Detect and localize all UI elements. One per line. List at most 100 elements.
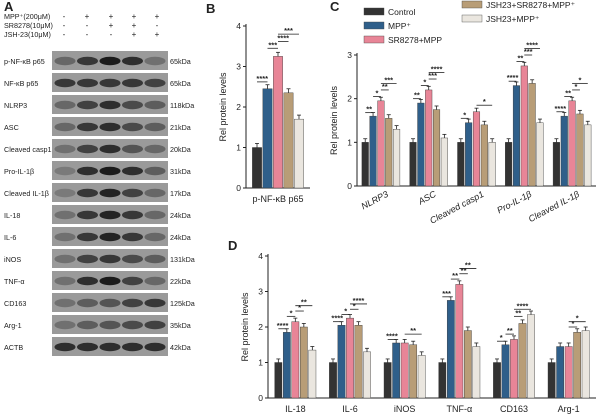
blot-band [54, 232, 76, 242]
treatment-sign: + [109, 21, 114, 30]
blot-band [122, 166, 143, 176]
blot-band [122, 276, 143, 286]
bar [433, 109, 441, 187]
band-label: Arg-1 [4, 321, 22, 330]
blot-band [144, 210, 166, 220]
bar [282, 332, 291, 399]
blot-band [54, 254, 76, 264]
blot-band [122, 188, 143, 198]
legend-swatch [363, 7, 385, 16]
significance-label: ** [414, 91, 420, 100]
x-tick-label: IL-6 [342, 404, 358, 414]
significance-label: **** [331, 314, 343, 323]
treatment-sign: - [63, 30, 66, 39]
bar [329, 362, 337, 399]
blot-band [54, 210, 76, 220]
band-label: IL-18 [4, 211, 20, 220]
panel-label-b: B [206, 1, 215, 16]
bar [361, 142, 369, 187]
significance-label: **** [277, 33, 289, 42]
y-tick-label: 0 [347, 181, 352, 191]
bar [409, 344, 418, 399]
significance-label: * [575, 82, 578, 91]
significance-label: ** [515, 308, 521, 317]
legend-swatch [363, 35, 385, 44]
x-tick-label: Cleaved IL-1β [527, 189, 581, 224]
legend: Control MPP⁺ SR8278+MPP JSH23+SR8278+MPP⁺ JS… [363, 0, 576, 45]
significance-label: ** [366, 105, 372, 114]
band-kda: 131kDa [170, 255, 195, 264]
bar [383, 362, 392, 399]
x-tick-label: Pro-IL-1β [495, 189, 533, 216]
blot-band [144, 166, 166, 176]
bar [488, 142, 496, 187]
treatment-label: JSH-23(10μM) [4, 30, 51, 39]
significance-label: **** [526, 40, 538, 49]
bar [363, 351, 371, 399]
y-tick-label: 1 [258, 358, 263, 368]
significance-label: **** [353, 296, 365, 305]
bar [573, 332, 582, 399]
blot-band [144, 254, 166, 264]
treatment-sign: - [110, 30, 113, 39]
band-kda: 118kDa [170, 101, 194, 110]
blot-band [122, 78, 143, 88]
significance-label: **** [517, 301, 529, 310]
blot-band [122, 56, 143, 66]
significance-label: *** [442, 289, 451, 298]
y-axis-label: Rel protein levels [329, 85, 339, 155]
bar [568, 100, 576, 187]
blot-band [99, 166, 121, 176]
significance-label: ** [382, 82, 388, 91]
band-label: TNF-α [4, 277, 25, 286]
band-kda: 20kDa [170, 145, 191, 154]
x-tick-label: ASC [416, 189, 438, 207]
band-label: iNOS [4, 255, 21, 264]
x-tick-label: NLRP3 [360, 189, 390, 211]
y-tick-label: 4 [258, 251, 263, 261]
blot-band [122, 144, 143, 154]
band-kda: 65kDa [170, 57, 191, 66]
bar [294, 118, 304, 189]
treatment-sign: - [86, 30, 89, 39]
bar [552, 142, 560, 187]
treatment-table: MPP⁺(200μM) - + + + +SR8278(10μM) - - + + -JSH-23(… [4, 12, 160, 39]
blot-band [99, 232, 121, 242]
significance-label: *** [268, 40, 277, 49]
significance-label: * [344, 307, 347, 316]
x-tick-label: p-NF-κB p65 [252, 194, 303, 204]
significance-label: *** [428, 71, 437, 80]
blot-band [99, 122, 121, 132]
significance-label: * [578, 75, 581, 84]
blot-band [122, 210, 143, 220]
treatment-sign: + [132, 21, 137, 30]
significance-label: **** [277, 321, 289, 330]
legend-label: JSH23+SR8278+MPP⁺ [486, 0, 576, 10]
bar [400, 342, 409, 399]
x-tick-label: CD163 [500, 404, 528, 414]
blot-band [99, 56, 121, 66]
band-kda: 21kDa [170, 123, 191, 132]
significance-label: * [483, 97, 486, 106]
blot-band [99, 298, 121, 308]
bar [472, 346, 481, 399]
significance-label: * [576, 314, 579, 323]
bar [425, 89, 433, 187]
bar [369, 115, 377, 187]
y-tick-label: 1 [236, 143, 241, 153]
blot-band [99, 254, 121, 264]
blot-band [54, 342, 76, 352]
blot-band [122, 254, 143, 264]
blot-band [77, 166, 98, 176]
significance-label: ** [461, 266, 467, 275]
blot-band [99, 276, 121, 286]
blot-bands: p-NF-κB p65 65kDa NF-κB p65 65kDa NLRP3 118kD… [4, 51, 195, 356]
significance-label: **** [256, 74, 268, 83]
blot-band [77, 298, 98, 308]
bar [520, 65, 528, 187]
blot-band [99, 342, 121, 352]
legend-swatch [461, 0, 483, 9]
band-label: IL-6 [4, 233, 16, 242]
